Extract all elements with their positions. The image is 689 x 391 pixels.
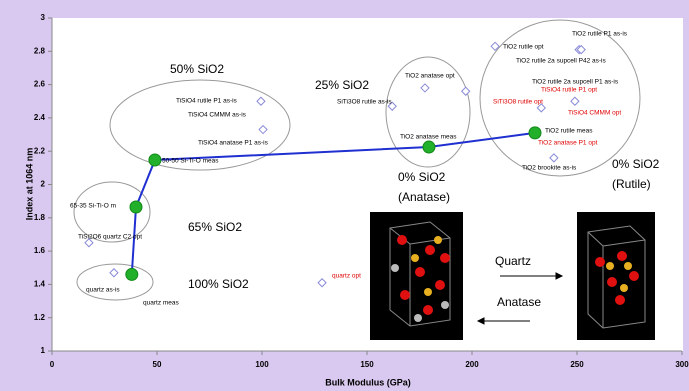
crystal-anatase [370,212,463,340]
annotation: 0% SiO2 [612,157,660,171]
annotation: quartz as-is [86,287,120,294]
annotation: (Rutile) [612,177,651,191]
x-tick-label: 250 [570,360,584,369]
x-tick-label: 0 [50,360,55,369]
annotation: TiO2 rutile meas [545,128,593,135]
annotation: SiTi3O8 rutile opt [493,99,543,106]
annotation: 65% SiO2 [188,220,242,234]
y-tick-label: 2 [41,180,46,189]
annotation: TiSiO4 anatase P1 as-is [198,140,269,147]
annotation: TiO2 anatase meas [400,134,457,141]
y-tick-label: 2.8 [34,46,46,55]
annotation: Anatase [497,295,541,309]
annotation: TiO2 brookite as-is [522,165,577,172]
annotation: Quartz [495,254,531,268]
annotation: 65-35 Si-Ti-O m [70,203,116,210]
annotation: TiO2 rutile opt [503,44,544,51]
x-tick-label: 100 [255,360,269,369]
annotation: TiSi2O6 quartz C2 opt [78,234,142,241]
y-tick-label: 2.2 [34,146,46,155]
point [126,268,138,280]
point [423,141,435,153]
annotation: (Anatase) [398,190,450,204]
chart: Bulk Modulus (GPa) Index at 1064 nm 0 50 1… [0,0,689,391]
annotation: TiO2 rutile 2a supcell P42 as-is [516,58,606,65]
x-axis-label: Bulk Modulus (GPa) [325,377,411,387]
point [130,201,142,213]
point [529,127,541,139]
annotation: TiO2 anatase P1 opt [538,140,598,147]
annotation: 25% SiO2 [315,78,369,92]
point [149,154,161,166]
annotation: TiSiO4 CMMM as-is [188,112,247,119]
y-tick-label: 3 [41,13,46,22]
annotation: TiSiO4 rutile P1 opt [541,87,597,94]
x-tick-label: 200 [465,360,479,369]
x-tick-label: 300 [675,360,689,369]
y-tick-label: 1.4 [34,280,46,289]
annotation: 100% SiO2 [188,277,249,291]
x-tick-label: 50 [153,360,162,369]
annotation: 50-50 Si-Ti-O meas [162,158,219,165]
annotation: SiTi3O8 rutile as-is [337,99,392,106]
y-tick-label: 2.4 [34,113,46,122]
annotation: 0% SiO2 [398,170,446,184]
crystal-quartz [577,212,655,340]
annotation: quartz opt [332,273,361,280]
annotation: TiO2 anatase opt [405,73,455,80]
annotation: TiO2 rutile 2a supcell P1 as-is [532,79,619,86]
y-tick-label: 1.2 [34,313,46,322]
annotation: TiO2 rutile P1 as-is [572,31,628,38]
annotation: quartz meas [143,300,180,307]
annotation: TiSiO4 rutile P1 as-is [176,98,238,105]
annotation: 50% SiO2 [170,62,224,76]
y-tick-label: 1.8 [34,213,46,222]
x-tick-label: 150 [360,360,374,369]
y-axis-label: Index at 1064 nm [24,148,34,221]
y-tick-label: 2.6 [34,80,46,89]
annotation: TiSiO4 CMMM opt [568,110,621,117]
y-tick-label: 1 [41,346,46,355]
image [577,212,655,340]
y-tick-label: 1.6 [34,246,46,255]
